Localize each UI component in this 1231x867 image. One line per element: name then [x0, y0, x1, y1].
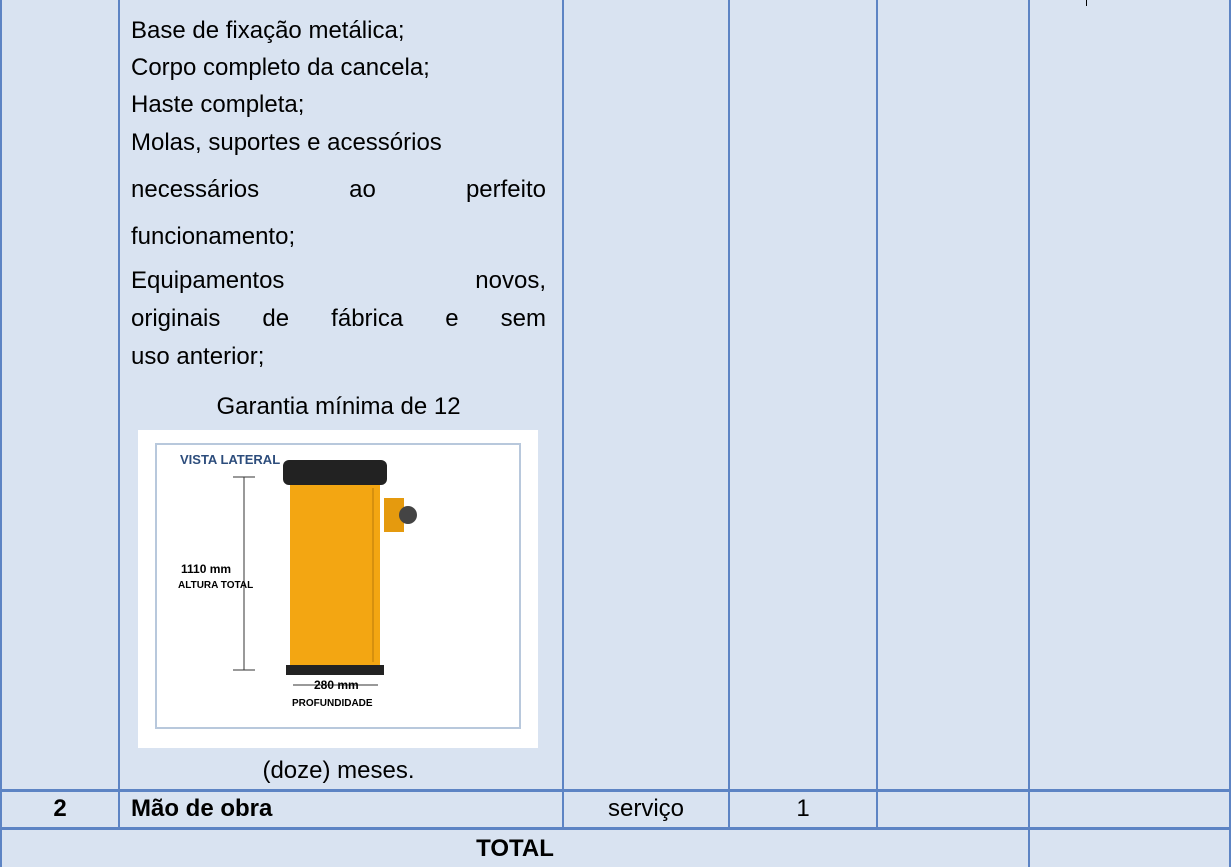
- image-label: ALTURA TOTAL: [178, 580, 253, 591]
- mark: [1086, 0, 1087, 6]
- border: [876, 0, 878, 828]
- description-line: originais de fábrica e sem: [131, 304, 546, 334]
- image-label: 1110 mm: [181, 562, 231, 576]
- image-label: VISTA LATERAL: [180, 452, 280, 467]
- border: [0, 0, 2, 867]
- description-line: necessários ao perfeito: [131, 175, 546, 205]
- description-line: Molas, suportes e acessórios: [131, 128, 442, 158]
- total-label: TOTAL: [2, 834, 1028, 864]
- border: [118, 0, 120, 828]
- description-line: Base de fixação metálica;: [131, 16, 404, 46]
- description-line: funcionamento;: [131, 222, 295, 252]
- item-number: 2: [2, 794, 118, 824]
- border: [1028, 0, 1030, 867]
- document-page: Base de fixação metálica; Corpo completo…: [0, 0, 1231, 867]
- description-line: Corpo completo da cancela;: [131, 53, 430, 83]
- border: [0, 827, 1231, 830]
- description-line: Garantia mínima de 12: [131, 392, 546, 422]
- item-quantity: 1: [730, 794, 876, 824]
- item-unit: serviço: [564, 794, 728, 824]
- image-label: PROFUNDIDADE: [292, 698, 373, 709]
- image-label: 280 mm: [314, 678, 359, 692]
- product-image: VISTA LATERAL 1110 mm ALTURA TOTAL 280 m…: [138, 430, 538, 748]
- description-line: (doze) meses.: [131, 756, 546, 786]
- description-line: uso anterior;: [131, 342, 264, 372]
- border: [562, 0, 564, 828]
- description-line: Haste completa;: [131, 90, 304, 120]
- border: [0, 789, 1231, 792]
- item-description: Mão de obra: [131, 794, 272, 824]
- border: [728, 0, 730, 828]
- description-line: Equipamentos novos,: [131, 266, 546, 296]
